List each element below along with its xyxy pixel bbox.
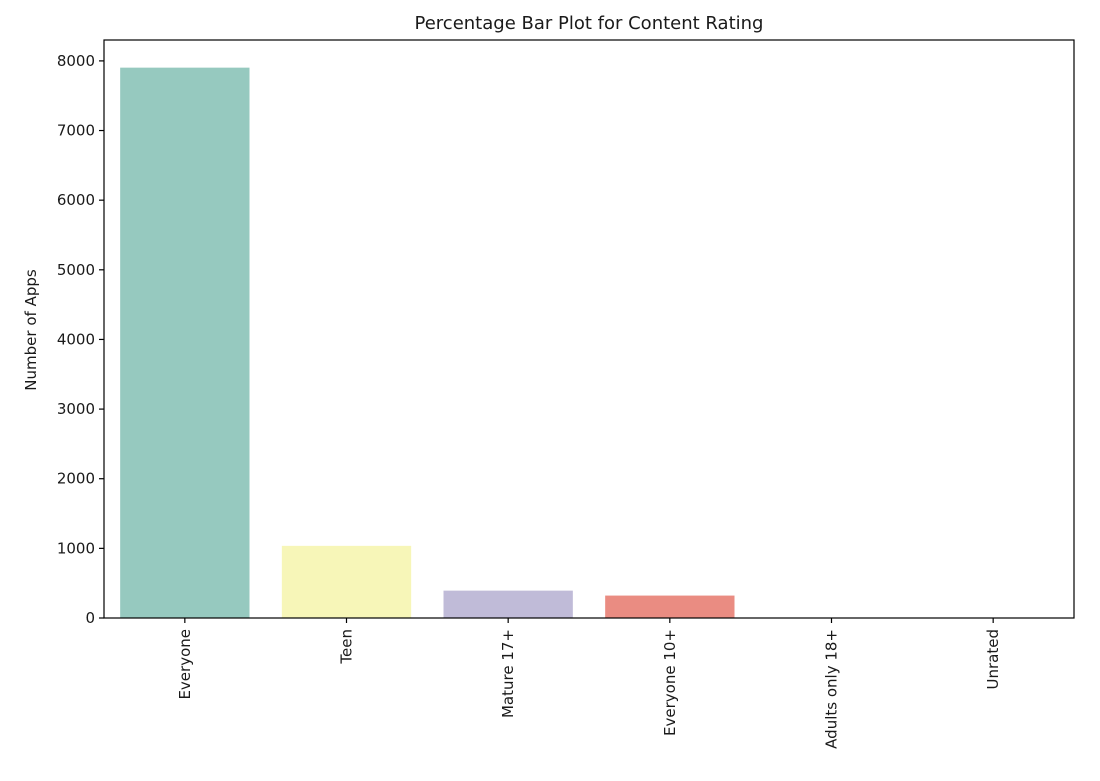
y-axis-ticks: 0 1000 2000 3000 4000 5000 6000 7000 8000 [57,52,104,627]
x-tick-label: Mature 17+ [499,629,517,718]
x-tick-label: Adults only 18+ [823,629,841,749]
x-tick-label: Everyone [176,629,194,700]
chart-title: Percentage Bar Plot for Content Rating [415,13,764,34]
y-tick-label: 5000 [57,261,95,279]
plot-frame [103,39,1075,619]
y-tick-label: 6000 [57,191,95,209]
y-tick-label: 7000 [57,122,95,140]
bars-layer [120,67,1058,619]
y-tick-label: 0 [85,609,95,627]
y-tick-label: 4000 [57,330,95,348]
bar-mature-17 [443,590,573,618]
bar-everyone [120,67,250,619]
y-tick-label: 1000 [57,539,95,557]
x-tick-label: Everyone 10+ [661,629,679,736]
x-tick-label: Unrated [984,629,1002,689]
y-tick-label: 2000 [57,470,95,488]
y-axis-title: Number of Apps [22,269,40,391]
bar-everyone-10 [605,595,735,618]
x-axis-ticks: Everyone Teen Mature 17+ Everyone 10+ Adults… [176,618,1002,749]
y-tick-label: 8000 [57,52,95,70]
x-tick-label: Teen [338,629,356,665]
y-tick-label: 3000 [57,400,95,418]
bar-teen [281,545,412,618]
